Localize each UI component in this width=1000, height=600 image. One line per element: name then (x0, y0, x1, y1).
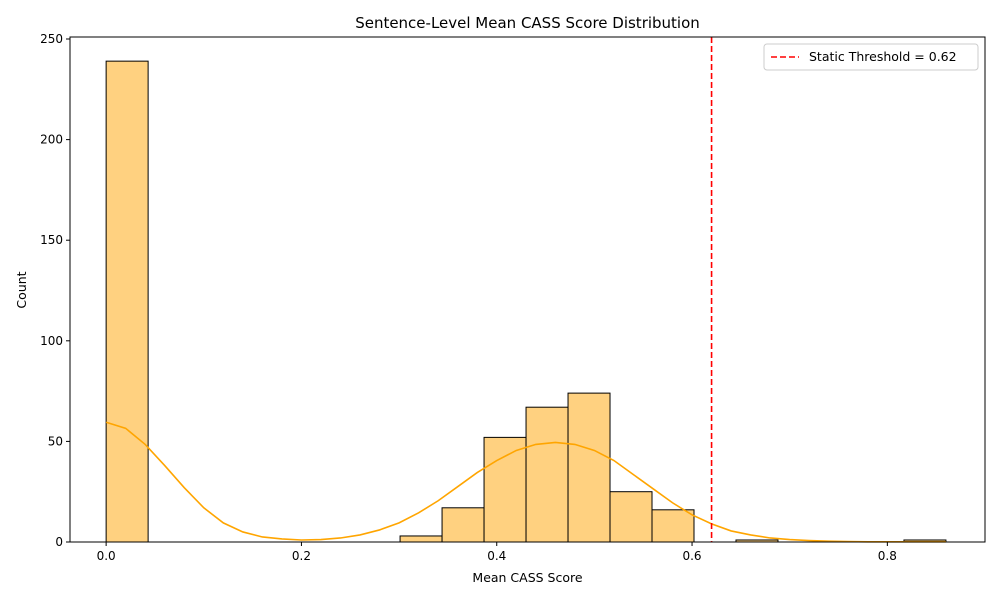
histogram-bars (105, 60, 947, 543)
histogram-bar (441, 507, 485, 543)
plot-area: 0.0 0.2 0.4 0.6 0.8 0 50 100 150 200 250 (40, 32, 986, 563)
histogram-bar (609, 491, 653, 543)
y-tick-label: 0 (55, 535, 63, 549)
legend-threshold-label: Static Threshold = 0.62 (809, 49, 957, 64)
y-axis-label: Count (14, 271, 29, 308)
y-tick-label: 250 (40, 32, 63, 46)
legend: Static Threshold = 0.62 (763, 43, 979, 71)
y-tick-label: 50 (48, 434, 63, 448)
chart-title: Sentence-Level Mean CASS Score Distribut… (355, 14, 700, 32)
histogram-bar (651, 509, 695, 543)
histogram-bar (483, 436, 527, 543)
y-tick-label: 150 (40, 233, 63, 247)
x-tick-label: 0.2 (292, 549, 311, 563)
histogram-bar (105, 60, 149, 543)
x-tick-label: 0.4 (487, 549, 506, 563)
x-tick-label: 0.0 (97, 549, 116, 563)
x-axis-label: Mean CASS Score (472, 570, 582, 585)
y-tick-label: 200 (40, 133, 63, 147)
plot-frame (69, 36, 986, 543)
x-tick-label: 0.8 (878, 549, 897, 563)
histogram-bar (567, 392, 611, 543)
x-tick-label: 0.6 (682, 549, 701, 563)
histogram-bar (399, 535, 443, 543)
legend-box (763, 43, 979, 71)
y-axis: 0 50 100 150 200 250 (40, 32, 70, 549)
x-axis: 0.0 0.2 0.4 0.6 0.8 (97, 542, 897, 563)
kde-curve (105, 421, 946, 543)
histogram-bar (525, 406, 569, 543)
y-tick-label: 100 (40, 334, 63, 348)
